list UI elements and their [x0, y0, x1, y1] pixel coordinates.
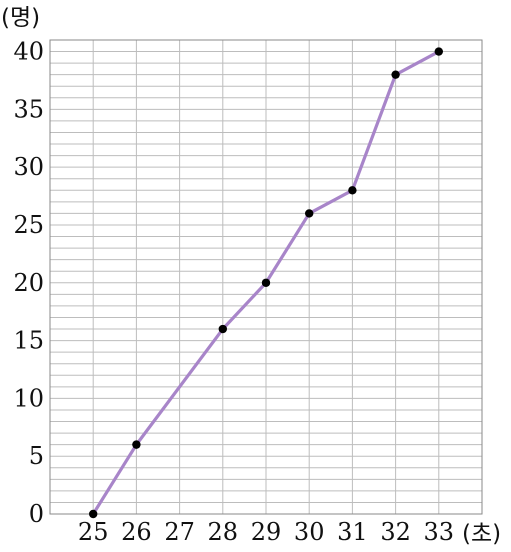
data-point [434, 47, 443, 56]
x-tick-label: 29 [251, 518, 282, 546]
y-axis-unit-label: (명) [1, 5, 40, 31]
x-tick-label: 27 [164, 518, 195, 546]
label-layer: 0 5 10 15 20 25 30 35 40 25 26 27 28 29 30 31 32 33 [13, 38, 454, 546]
plot-frame [49, 39, 483, 515]
x-tick-label: 26 [121, 518, 152, 546]
x-tick-label: 32 [380, 518, 411, 546]
y-tick-label: 30 [13, 153, 44, 181]
y-tick-label: 20 [13, 269, 44, 297]
data-point [348, 186, 357, 195]
x-tick-label: 33 [424, 518, 455, 546]
y-tick-label: 5 [29, 442, 44, 470]
grid-layer [49, 39, 483, 515]
y-tick-label: 0 [29, 500, 44, 528]
axis-layer [49, 39, 483, 515]
y-tick-label: 15 [13, 327, 44, 355]
data-point [305, 209, 314, 218]
data-point [132, 440, 141, 449]
y-tick-label: 35 [13, 95, 44, 123]
x-axis-unit-label: (초) [462, 521, 501, 547]
data-point [261, 278, 271, 287]
series-layer [89, 47, 443, 519]
data-point [89, 509, 98, 519]
x-tick-label: 25 [78, 518, 109, 546]
y-tick-label: 40 [13, 38, 44, 66]
y-tick-label: 10 [13, 384, 44, 412]
x-tick-label: 31 [337, 518, 368, 546]
x-tick-label: 30 [294, 518, 325, 546]
data-point [391, 70, 400, 79]
x-tick-label: 28 [208, 518, 239, 546]
y-tick-label: 25 [13, 211, 44, 239]
series-line [91, 49, 441, 516]
data-point [218, 324, 227, 334]
